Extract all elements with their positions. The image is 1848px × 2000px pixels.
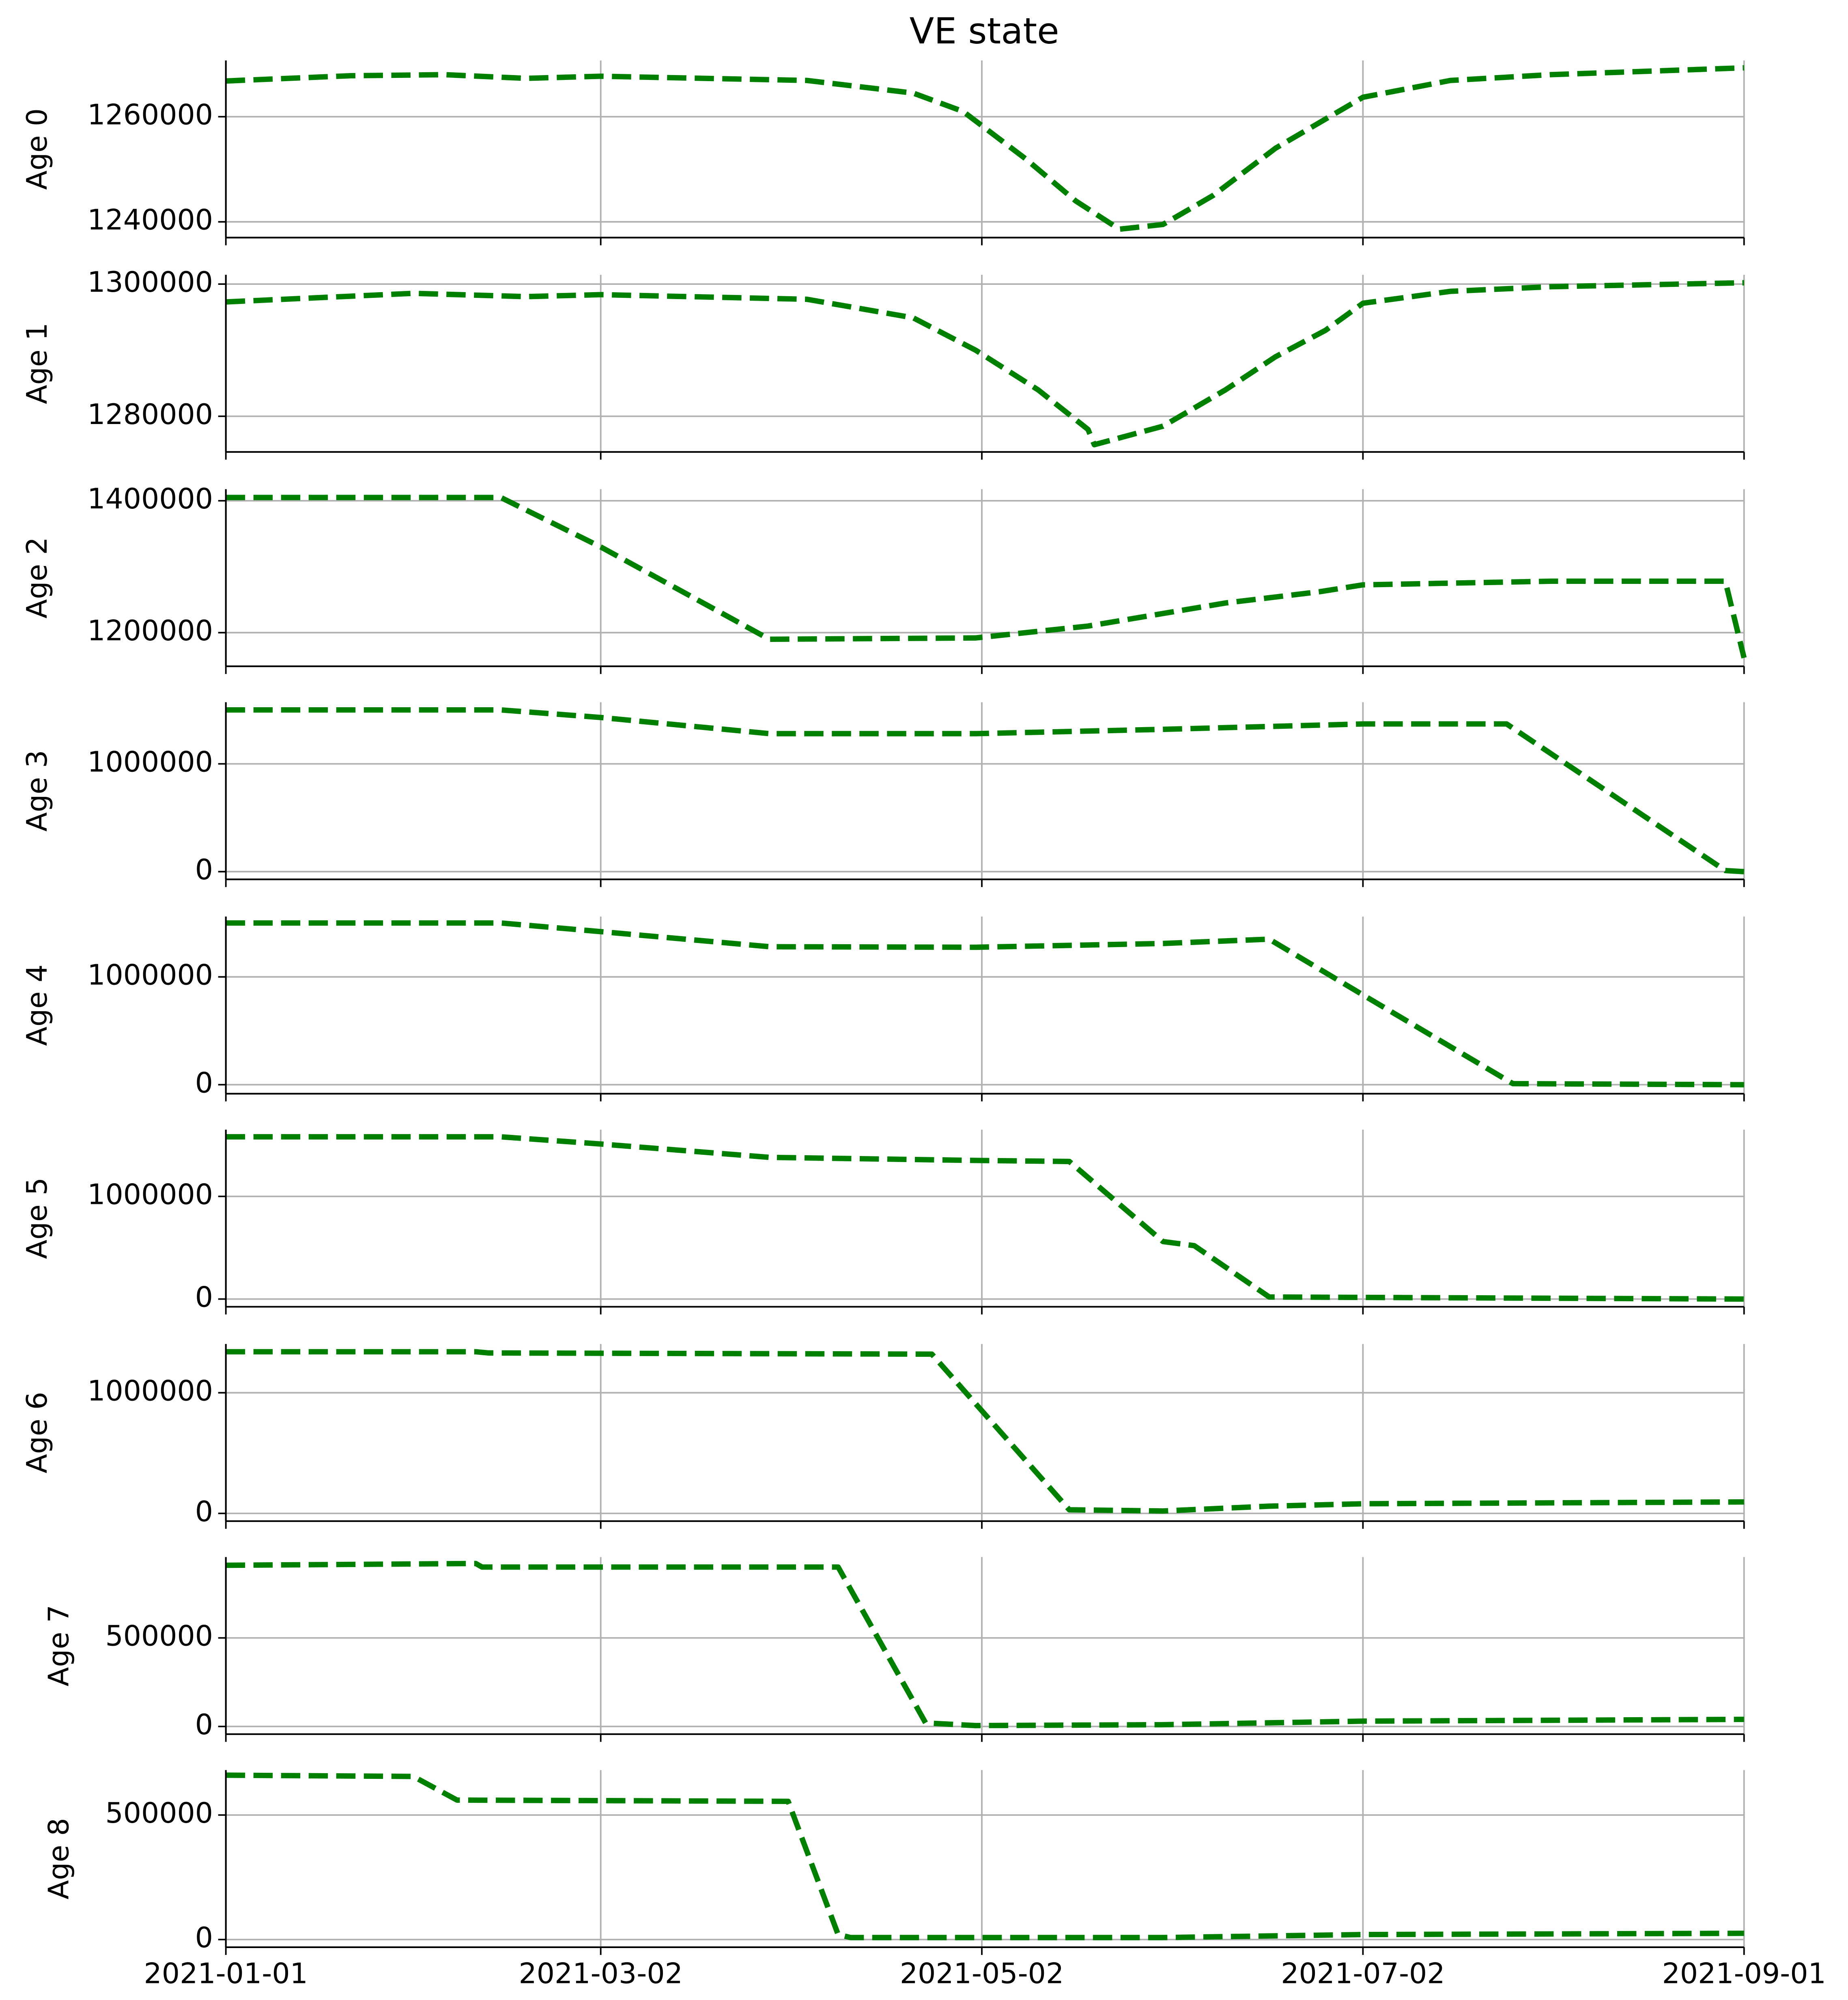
- y-tick-label: 1000000: [87, 959, 213, 992]
- y-axis-label: Age 5: [21, 1178, 54, 1259]
- y-axis-label: Age 2: [21, 537, 54, 618]
- x-tick-label: 2021-07-02: [1281, 1957, 1445, 1990]
- data-line: [226, 65, 1745, 232]
- y-axis-label: Age 3: [21, 750, 54, 831]
- y-tick-label: 1000000: [87, 1374, 213, 1407]
- y-tick-label: 0: [195, 1281, 213, 1314]
- y-tick-label: 1280000: [87, 398, 213, 431]
- data-line: [226, 280, 1744, 448]
- y-tick-label: 0: [195, 1708, 213, 1741]
- y-tick-label: 1400000: [87, 482, 213, 515]
- data-line: [226, 1349, 1744, 1514]
- data-line: [226, 920, 1744, 1087]
- chart-title: VE state: [910, 10, 1059, 52]
- y-tick-label: 500000: [105, 1797, 213, 1830]
- y-axis-label: Age 0: [21, 108, 54, 190]
- data-line: [226, 1561, 1744, 1729]
- data-line: [226, 495, 1747, 659]
- data-line: [226, 1772, 1744, 1940]
- x-tick-label: 2021-03-02: [519, 1957, 683, 1990]
- x-tick-label: 2021-01-01: [144, 1957, 308, 1990]
- y-tick-label: 0: [195, 1495, 213, 1528]
- y-tick-label: 0: [195, 853, 213, 886]
- y-axis-label: Age 7: [42, 1605, 75, 1686]
- y-tick-label: 1300000: [87, 266, 213, 299]
- y-tick-label: 1000000: [87, 1178, 213, 1211]
- y-tick-label: 0: [195, 1921, 213, 1954]
- data-line: [226, 707, 1745, 874]
- y-tick-label: 500000: [105, 1620, 213, 1653]
- y-axis-label: Age 8: [42, 1818, 75, 1899]
- y-axis-label: Age 1: [21, 323, 54, 404]
- y-axis-label: Age 4: [21, 964, 54, 1046]
- y-axis-label: Age 6: [21, 1392, 54, 1473]
- y-tick-label: 1260000: [87, 99, 213, 131]
- y-tick-label: 1240000: [87, 204, 213, 237]
- y-tick-label: 0: [195, 1066, 213, 1099]
- x-tick-label: 2021-05-02: [900, 1957, 1064, 1990]
- y-tick-label: 1200000: [87, 614, 213, 647]
- x-tick-label: 2021-09-01: [1662, 1957, 1826, 1990]
- y-tick-label: 1000000: [87, 746, 213, 779]
